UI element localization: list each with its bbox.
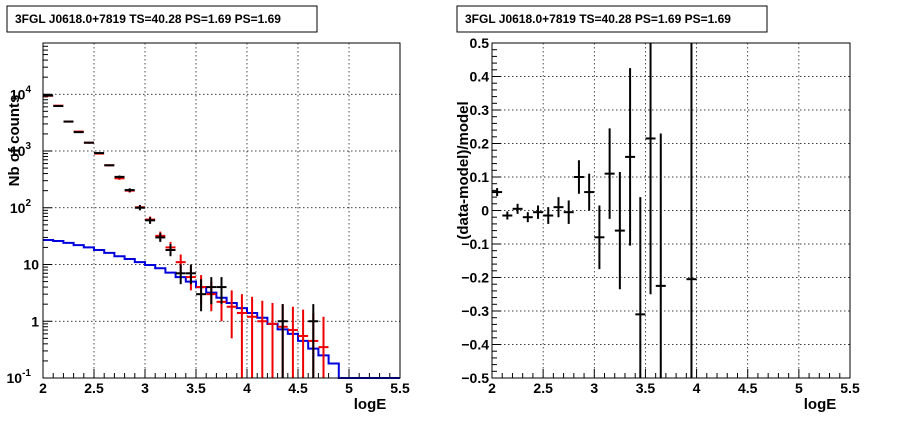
x-tick-label: 4.5	[288, 380, 308, 396]
y-tick-label: 102	[10, 198, 32, 216]
x-tick-label: 3	[590, 380, 598, 396]
x-tick-label: 4	[693, 380, 701, 396]
title-box	[6, 5, 318, 33]
y-tick-label: 0.4	[470, 69, 490, 85]
plot-area	[492, 43, 850, 378]
title-box	[456, 5, 768, 33]
plot-area	[43, 43, 400, 378]
y-tick-label: 0.3	[470, 102, 490, 118]
x-tick-label: 4.5	[738, 380, 758, 396]
y-tick-label: 1	[31, 313, 39, 329]
y-tick-label: 0.1	[470, 169, 490, 185]
x-tick-label: 4	[243, 380, 251, 396]
y-tick-label: −0.1	[461, 236, 489, 252]
y-axis-label: (data-model)/model	[455, 101, 472, 239]
x-axis-label: logE	[354, 396, 387, 413]
y-tick-label: 0.5	[470, 35, 490, 51]
x-tick-label: 5	[345, 380, 353, 396]
x-tick-label: 3.5	[636, 380, 656, 396]
x-tick-label: 2	[488, 380, 496, 396]
x-tick-label: 5	[795, 380, 803, 396]
x-tick-label: 3	[141, 380, 149, 396]
y-tick-label: −0.4	[461, 337, 489, 353]
y-tick-label: 0.2	[470, 136, 490, 152]
y-tick-label: −0.5	[461, 370, 489, 386]
y-tick-label: 104	[10, 84, 32, 102]
y-tick-label: 10-1	[7, 368, 32, 386]
y-tick-label: 10	[23, 257, 39, 273]
y-axis-label: Nb of counts	[6, 95, 23, 187]
x-tick-label: 2.5	[84, 380, 104, 396]
x-axis-label: logE	[804, 396, 837, 413]
x-tick-label: 2.5	[533, 380, 553, 396]
x-tick-label: 5.5	[390, 380, 410, 396]
chart-title: 3FGL J0618.0+7819 TS=40.28 PS=1.69 PS=1.…	[465, 12, 731, 26]
y-tick-label: 0	[481, 203, 489, 219]
y-tick-label: 103	[10, 141, 32, 159]
y-tick-label: −0.3	[461, 303, 489, 319]
model-step-line	[43, 239, 400, 379]
x-tick-label: 3.5	[186, 380, 206, 396]
x-tick-label: 5.5	[840, 380, 860, 396]
plot-frame	[491, 42, 851, 379]
y-tick-label: −0.2	[461, 270, 489, 286]
x-tick-label: 2	[39, 380, 47, 396]
chart-title: 3FGL J0618.0+7819 TS=40.28 PS=1.69 PS=1.…	[15, 12, 281, 26]
plot-frame	[42, 42, 401, 379]
